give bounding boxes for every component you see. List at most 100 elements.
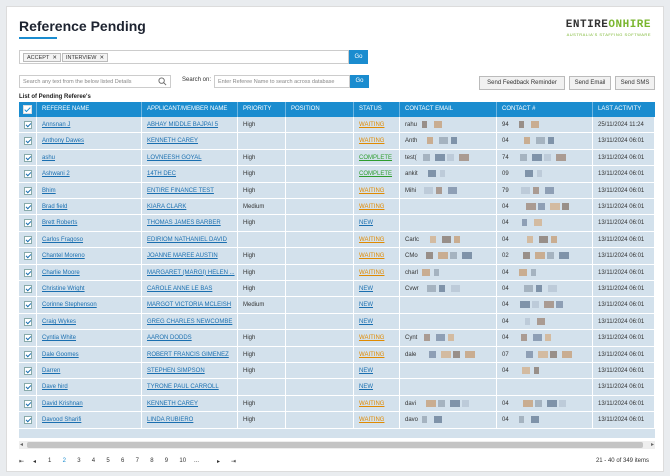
table-row[interactable]: Davood Sharifi LINDA RUBIERO High WAITING da… bbox=[19, 412, 655, 429]
referee-name-text[interactable]: Ashwani 2 bbox=[42, 171, 70, 178]
referee-name-text[interactable]: Annsnan J bbox=[42, 122, 71, 128]
col-referee-name[interactable]: REFEREE NAME bbox=[37, 102, 142, 117]
status-text[interactable]: WAITING bbox=[359, 269, 385, 276]
page-number[interactable]: 3 bbox=[77, 458, 81, 464]
status-text[interactable]: NEW bbox=[359, 384, 373, 391]
status-text[interactable]: NEW bbox=[359, 368, 373, 374]
referee-name-text[interactable]: Brett Roberts bbox=[42, 220, 78, 227]
row-checkbox[interactable] bbox=[24, 416, 32, 425]
row-checkbox[interactable] bbox=[24, 367, 32, 375]
table-row[interactable]: Brett Roberts THOMAS JAMES BARBER High NEW 0… bbox=[19, 215, 655, 232]
referee-name-text[interactable]: Anthony Dawes bbox=[42, 138, 85, 145]
remove-chip-icon[interactable]: ✕ bbox=[52, 55, 57, 61]
prev-page-icon[interactable]: ◂ bbox=[33, 459, 37, 465]
applicant-name-text[interactable]: LINDA RUBIERO bbox=[147, 417, 194, 424]
row-checkbox[interactable] bbox=[24, 219, 32, 228]
next-page-icon[interactable]: ▸ bbox=[217, 459, 221, 465]
status-text[interactable]: WAITING bbox=[359, 236, 385, 243]
table-row[interactable]: Corinne Stephenson MARGOT VICTORIA MCLEIS… bbox=[19, 297, 655, 314]
row-checkbox[interactable] bbox=[24, 399, 32, 408]
table-row[interactable]: Cyntia White AARON DODDS High WAITING Cynt 04… bbox=[19, 330, 655, 347]
applicant-name-text[interactable]: ROBERT FRANCIS GIMENEZ bbox=[147, 351, 229, 358]
page-number[interactable]: 7 bbox=[135, 458, 139, 464]
status-text[interactable]: WAITING bbox=[359, 417, 385, 424]
applicant-name-text[interactable]: MARGOT VICTORIA MCLEISH bbox=[147, 302, 232, 309]
row-checkbox[interactable] bbox=[24, 334, 32, 343]
page-number[interactable]: 8 bbox=[150, 458, 154, 464]
page-number[interactable]: 10 bbox=[179, 458, 187, 464]
applicant-name-text[interactable]: CAROLE ANNE LE BAS bbox=[147, 286, 213, 292]
horizontal-scrollbar[interactable]: ◂ ▸ bbox=[19, 441, 655, 449]
table-row[interactable]: Anthony Dawes KENNETH CAREY WAITING Anth 04 1… bbox=[19, 133, 655, 150]
status-text[interactable]: NEW bbox=[359, 286, 373, 292]
status-text[interactable]: COMPLETE bbox=[359, 171, 393, 178]
applicant-name-text[interactable]: KENNETH CAREY bbox=[147, 400, 199, 407]
applicant-name-text[interactable]: AARON DODDS bbox=[147, 335, 192, 342]
col-applicant-name[interactable]: APPLICANT/MEMBER NAME bbox=[142, 102, 238, 117]
table-row[interactable]: David Krishnan KENNETH CAREY High WAITING da… bbox=[19, 395, 655, 413]
row-checkbox[interactable] bbox=[24, 186, 32, 195]
table-row[interactable]: Carlos Fragoso EDIRIOM NATHANIEL DAVID WAI… bbox=[19, 231, 655, 249]
status-text[interactable]: NEW bbox=[359, 220, 373, 227]
row-checkbox[interactable] bbox=[24, 252, 32, 261]
row-checkbox[interactable] bbox=[24, 301, 32, 310]
applicant-name-text[interactable]: ABHAY MIDDLE BAJPAI 5 bbox=[147, 122, 219, 128]
col-status[interactable]: STATUS bbox=[354, 102, 400, 117]
applicant-name-text[interactable]: LOVNEESH GOYAL bbox=[147, 154, 202, 161]
table-row[interactable]: Charlie Moore MARGARET (MARGI) HELEN ... H… bbox=[19, 264, 655, 281]
table-row[interactable]: ashu LOVNEESH GOYAL High COMPLETE test(74 13/… bbox=[19, 149, 655, 167]
applicant-name-text[interactable]: THOMAS JAMES BARBER bbox=[147, 220, 221, 227]
status-filter-input[interactable]: ACCEPT ✕ INTERVIEW ✕ bbox=[19, 50, 349, 64]
status-text[interactable]: WAITING bbox=[359, 138, 385, 145]
referee-name-text[interactable]: Christine Wright bbox=[42, 286, 85, 292]
table-row[interactable]: Dale Goomes ROBERT FRANCIS GIMENEZ High WAI… bbox=[19, 346, 655, 363]
col-position[interactable]: POSITION bbox=[286, 102, 354, 117]
filter-go-button[interactable]: Go bbox=[349, 50, 368, 64]
status-text[interactable]: COMPLETE bbox=[359, 154, 393, 161]
status-text[interactable]: NEW bbox=[359, 302, 373, 309]
applicant-name-text[interactable]: ENTIRE FINANCE TEST bbox=[147, 187, 214, 194]
referee-name-text[interactable]: Brad field bbox=[42, 204, 68, 210]
referee-name-text[interactable]: Craig Wykes bbox=[42, 318, 76, 325]
scrollbar-thumb[interactable] bbox=[27, 442, 643, 448]
referee-name-text[interactable]: Corinne Stephenson bbox=[42, 302, 97, 309]
status-text[interactable]: WAITING bbox=[359, 400, 385, 407]
page-number[interactable]: 5 bbox=[106, 458, 110, 464]
applicant-name-text[interactable]: STEPHEN SIMPSON bbox=[147, 368, 205, 374]
send-email-button[interactable]: Send Email bbox=[569, 76, 611, 90]
referee-name-text[interactable]: David Krishnan bbox=[42, 400, 83, 407]
col-contact-email[interactable]: CONTACT EMAIL bbox=[400, 102, 497, 117]
last-page-icon[interactable]: ⇥ bbox=[231, 459, 237, 465]
referee-name-text[interactable]: Cyntia White bbox=[42, 335, 77, 342]
table-row[interactable]: Dave hird TYRONE PAUL CARROLL NEW 13/11/202… bbox=[19, 379, 655, 396]
table-row[interactable]: Annsnan J ABHAY MIDDLE BAJPAI 5 High WAITIN… bbox=[19, 117, 655, 134]
page-number[interactable]: 9 bbox=[164, 458, 169, 464]
table-row[interactable]: Darren STEPHEN SIMPSON High NEW 04 13/11/2024… bbox=[19, 363, 655, 380]
applicant-name-text[interactable]: JOANNE MAREE AUSTIN bbox=[147, 253, 218, 260]
send-feedback-reminder-button[interactable]: Send Feedback Reminder bbox=[479, 76, 565, 90]
row-checkbox[interactable] bbox=[24, 350, 32, 359]
row-checkbox[interactable] bbox=[24, 137, 32, 146]
status-text[interactable]: NEW bbox=[359, 318, 373, 325]
referee-name-text[interactable]: Darren bbox=[42, 368, 61, 374]
search-icon[interactable] bbox=[158, 77, 167, 86]
row-checkbox[interactable] bbox=[24, 268, 32, 277]
select-all-checkbox[interactable] bbox=[23, 105, 32, 114]
referee-name-text[interactable]: Dave hird bbox=[42, 384, 68, 391]
applicant-name-text[interactable]: EDIRIOM NATHANIEL DAVID bbox=[147, 236, 227, 243]
referee-search-input[interactable]: Enter Referee Name to search across data… bbox=[214, 75, 350, 88]
send-sms-button[interactable]: Send SMS bbox=[615, 76, 655, 90]
row-checkbox[interactable] bbox=[24, 235, 32, 244]
row-checkbox[interactable] bbox=[24, 170, 32, 179]
row-checkbox[interactable] bbox=[24, 317, 32, 326]
applicant-name-text[interactable]: TYRONE PAUL CARROLL bbox=[147, 384, 219, 391]
scroll-right-icon[interactable]: ▸ bbox=[650, 442, 654, 448]
table-row[interactable]: Christine Wright CAROLE ANNE LE BAS High NE… bbox=[19, 281, 655, 298]
first-page-icon[interactable]: ⇤ bbox=[19, 459, 25, 465]
status-text[interactable]: WAITING bbox=[359, 187, 385, 194]
referee-name-text[interactable]: Bhim bbox=[42, 187, 56, 194]
scroll-left-icon[interactable]: ◂ bbox=[20, 442, 24, 448]
col-priority[interactable]: PRIORITY bbox=[238, 102, 286, 117]
table-row[interactable]: Bhim ENTIRE FINANCE TEST High WAITING Mihi 79… bbox=[19, 182, 655, 199]
referee-name-text[interactable]: Carlos Fragoso bbox=[42, 236, 84, 243]
